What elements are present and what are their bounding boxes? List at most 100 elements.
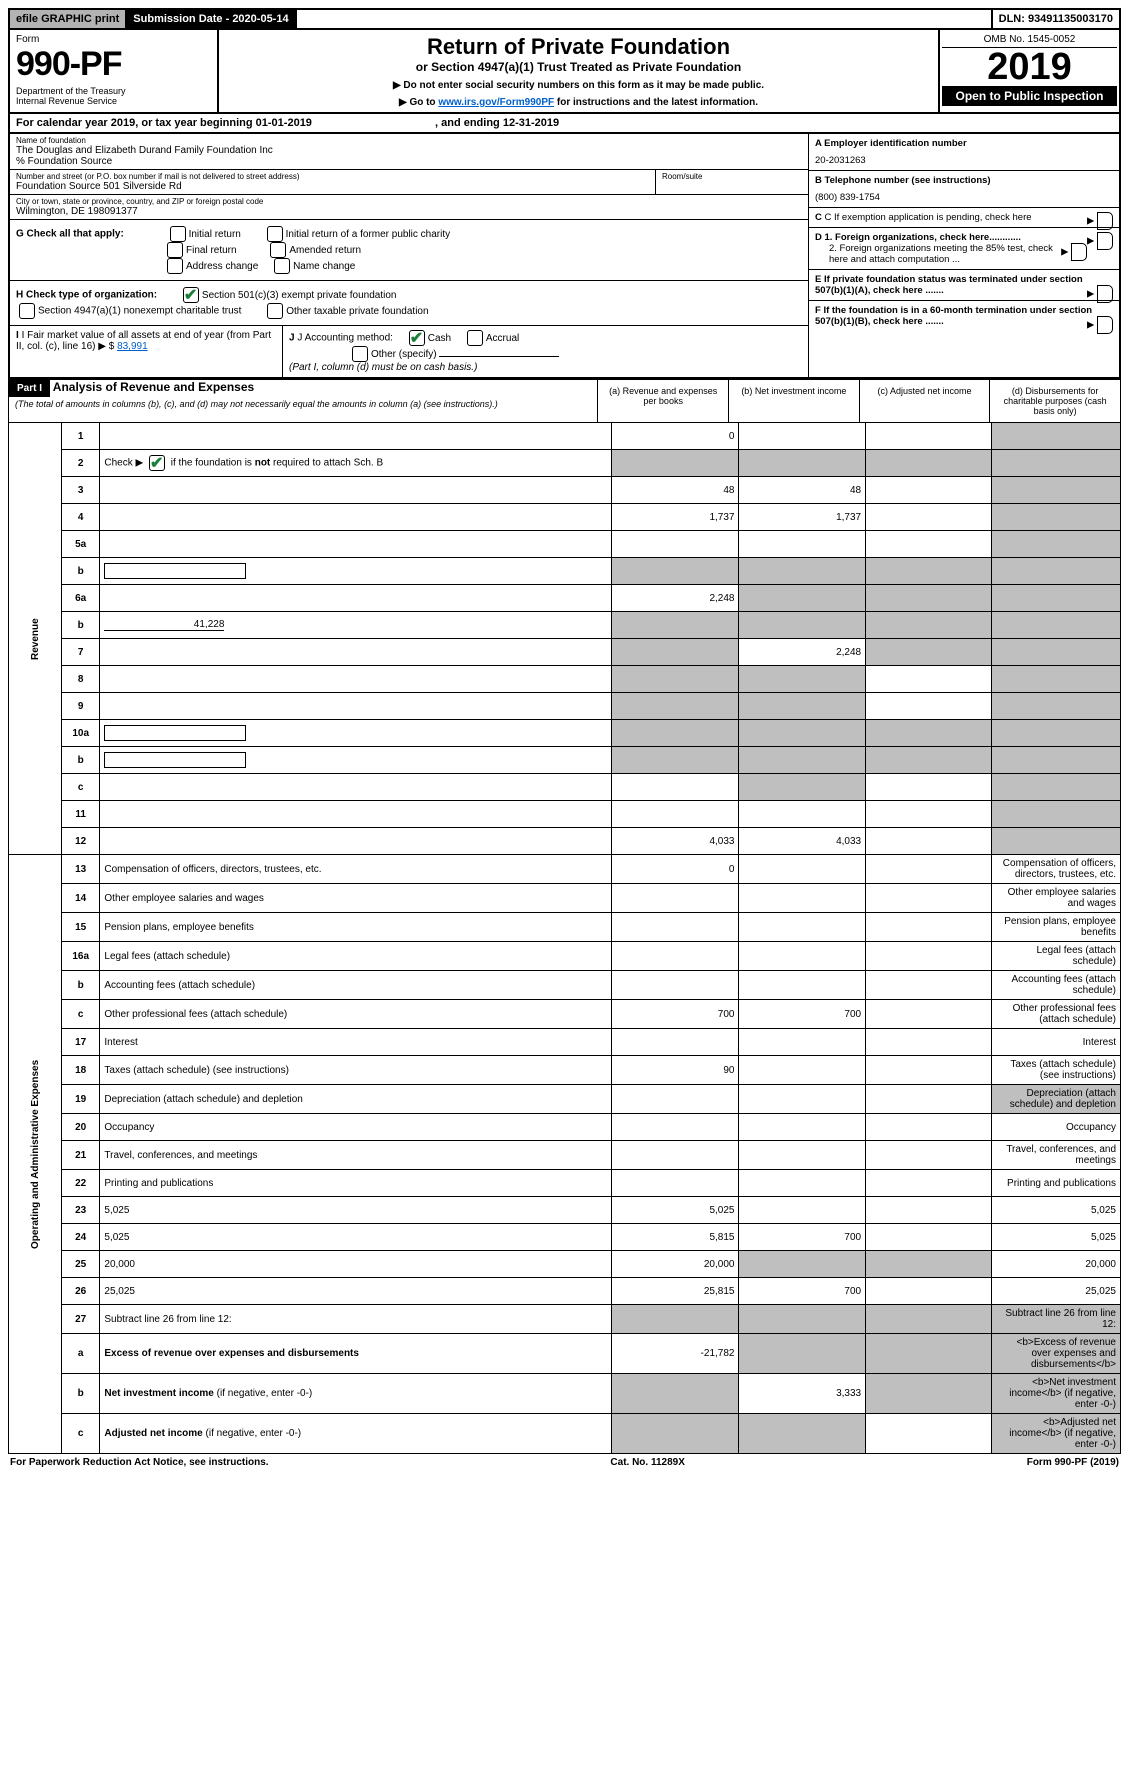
cb-other-method[interactable] (352, 346, 368, 362)
cell-a (612, 693, 739, 720)
cb-initial-return[interactable] (170, 226, 186, 242)
row-desc: Interest (100, 1029, 612, 1056)
cell-c (866, 612, 992, 639)
cb-d1[interactable] (1097, 232, 1113, 250)
row-num: 13 (62, 855, 100, 884)
cb-address-change[interactable] (167, 258, 183, 274)
table-row: cAdjusted net income (if negative, enter… (9, 1414, 1121, 1454)
cell-b (739, 913, 866, 942)
cb-initial-former[interactable] (267, 226, 283, 242)
table-row: 34848 (9, 477, 1121, 504)
cell-a (612, 1170, 739, 1197)
row-num: 3 (62, 477, 100, 504)
section-h: H Check type of organization: Section 50… (10, 281, 808, 326)
cell-b: 1,737 (739, 504, 866, 531)
cell-d: <b>Adjusted net income</b> (if negative,… (991, 1414, 1120, 1454)
irs-link[interactable]: www.irs.gov/Form990PF (438, 97, 554, 108)
cb-accrual[interactable] (467, 330, 483, 346)
cell-a (612, 747, 739, 774)
address-row: Number and street (or P.O. box number if… (10, 170, 808, 195)
cell-c (866, 971, 992, 1000)
cell-b (739, 942, 866, 971)
cb-4947a1[interactable] (19, 303, 35, 319)
cell-c (866, 531, 992, 558)
cell-d (991, 720, 1120, 747)
row-num: 10a (62, 720, 100, 747)
cell-b (739, 1114, 866, 1141)
section-label: Operating and Administrative Expenses (9, 855, 62, 1454)
cell-b (739, 558, 866, 585)
cell-a (612, 913, 739, 942)
cell-b (739, 855, 866, 884)
cb-amended[interactable] (270, 242, 286, 258)
cb-f[interactable] (1097, 316, 1113, 334)
cell-a (612, 1374, 739, 1414)
row-num: 1 (62, 423, 100, 450)
foundation-name-cell: Name of foundation The Douglas and Eliza… (10, 134, 808, 170)
cell-b (739, 1029, 866, 1056)
cell-a (612, 531, 739, 558)
row-desc: Other professional fees (attach schedule… (100, 1000, 612, 1029)
row-num: 8 (62, 666, 100, 693)
cb-name-change[interactable] (274, 258, 290, 274)
cell-a: 20,000 (612, 1251, 739, 1278)
cell-d (991, 639, 1120, 666)
cb-cash[interactable] (409, 330, 425, 346)
cell-a: 48 (612, 477, 739, 504)
cb-d2[interactable] (1071, 243, 1087, 261)
cell-a (612, 801, 739, 828)
fmv-value[interactable]: 83,991 (117, 341, 148, 352)
row-num: 14 (62, 884, 100, 913)
cell-a (612, 612, 739, 639)
cell-d (991, 828, 1120, 855)
cb-501c3[interactable] (183, 287, 199, 303)
cell-c (866, 855, 992, 884)
cb-e[interactable] (1097, 285, 1113, 303)
row-desc: Excess of revenue over expenses and disb… (100, 1334, 612, 1374)
cb-c[interactable] (1097, 212, 1113, 230)
top-bar: efile GRAPHIC print Submission Date - 20… (8, 8, 1121, 30)
row-num: 17 (62, 1029, 100, 1056)
footer-mid: Cat. No. 11289X (610, 1457, 684, 1468)
cell-d (991, 531, 1120, 558)
table-row: 19Depreciation (attach schedule) and dep… (9, 1085, 1121, 1114)
cell-c (866, 747, 992, 774)
cell-a (612, 942, 739, 971)
row-num: 22 (62, 1170, 100, 1197)
row-desc: 5,025 (100, 1224, 612, 1251)
department: Department of the Treasury Internal Reve… (16, 86, 211, 106)
row-num: 23 (62, 1197, 100, 1224)
row-desc: Pension plans, employee benefits (100, 913, 612, 942)
cell-a: 5,815 (612, 1224, 739, 1251)
row-desc: Subtract line 26 from line 12: (100, 1305, 612, 1334)
row-num: 11 (62, 801, 100, 828)
efile-label: efile GRAPHIC print (10, 10, 127, 28)
section-label: Revenue (9, 423, 62, 855)
cell-d (991, 666, 1120, 693)
table-row: 21Travel, conferences, and meetingsTrave… (9, 1141, 1121, 1170)
row-desc: Travel, conferences, and meetings (100, 1141, 612, 1170)
cell-d (991, 693, 1120, 720)
cell-a (612, 971, 739, 1000)
row-desc (100, 666, 612, 693)
row-desc (100, 774, 612, 801)
city-cell: City or town, state or province, country… (10, 195, 808, 220)
row-num: 20 (62, 1114, 100, 1141)
cb-final-return[interactable] (167, 242, 183, 258)
cell-a: 5,025 (612, 1197, 739, 1224)
cell-a: 2,248 (612, 585, 739, 612)
cb-other-taxable[interactable] (267, 303, 283, 319)
cell-c (866, 942, 992, 971)
cell-d: Travel, conferences, and meetings (991, 1141, 1120, 1170)
cell-b (739, 1305, 866, 1334)
cell-c (866, 801, 992, 828)
row-num: 5a (62, 531, 100, 558)
row-num: 4 (62, 504, 100, 531)
cell-b (739, 450, 866, 477)
cell-d: Pension plans, employee benefits (991, 913, 1120, 942)
cell-d: 5,025 (991, 1224, 1120, 1251)
row-desc (100, 585, 612, 612)
header-right: OMB No. 1545-0052 2019 Open to Public In… (938, 30, 1119, 112)
cell-d (991, 774, 1120, 801)
row-desc: Other employee salaries and wages (100, 884, 612, 913)
